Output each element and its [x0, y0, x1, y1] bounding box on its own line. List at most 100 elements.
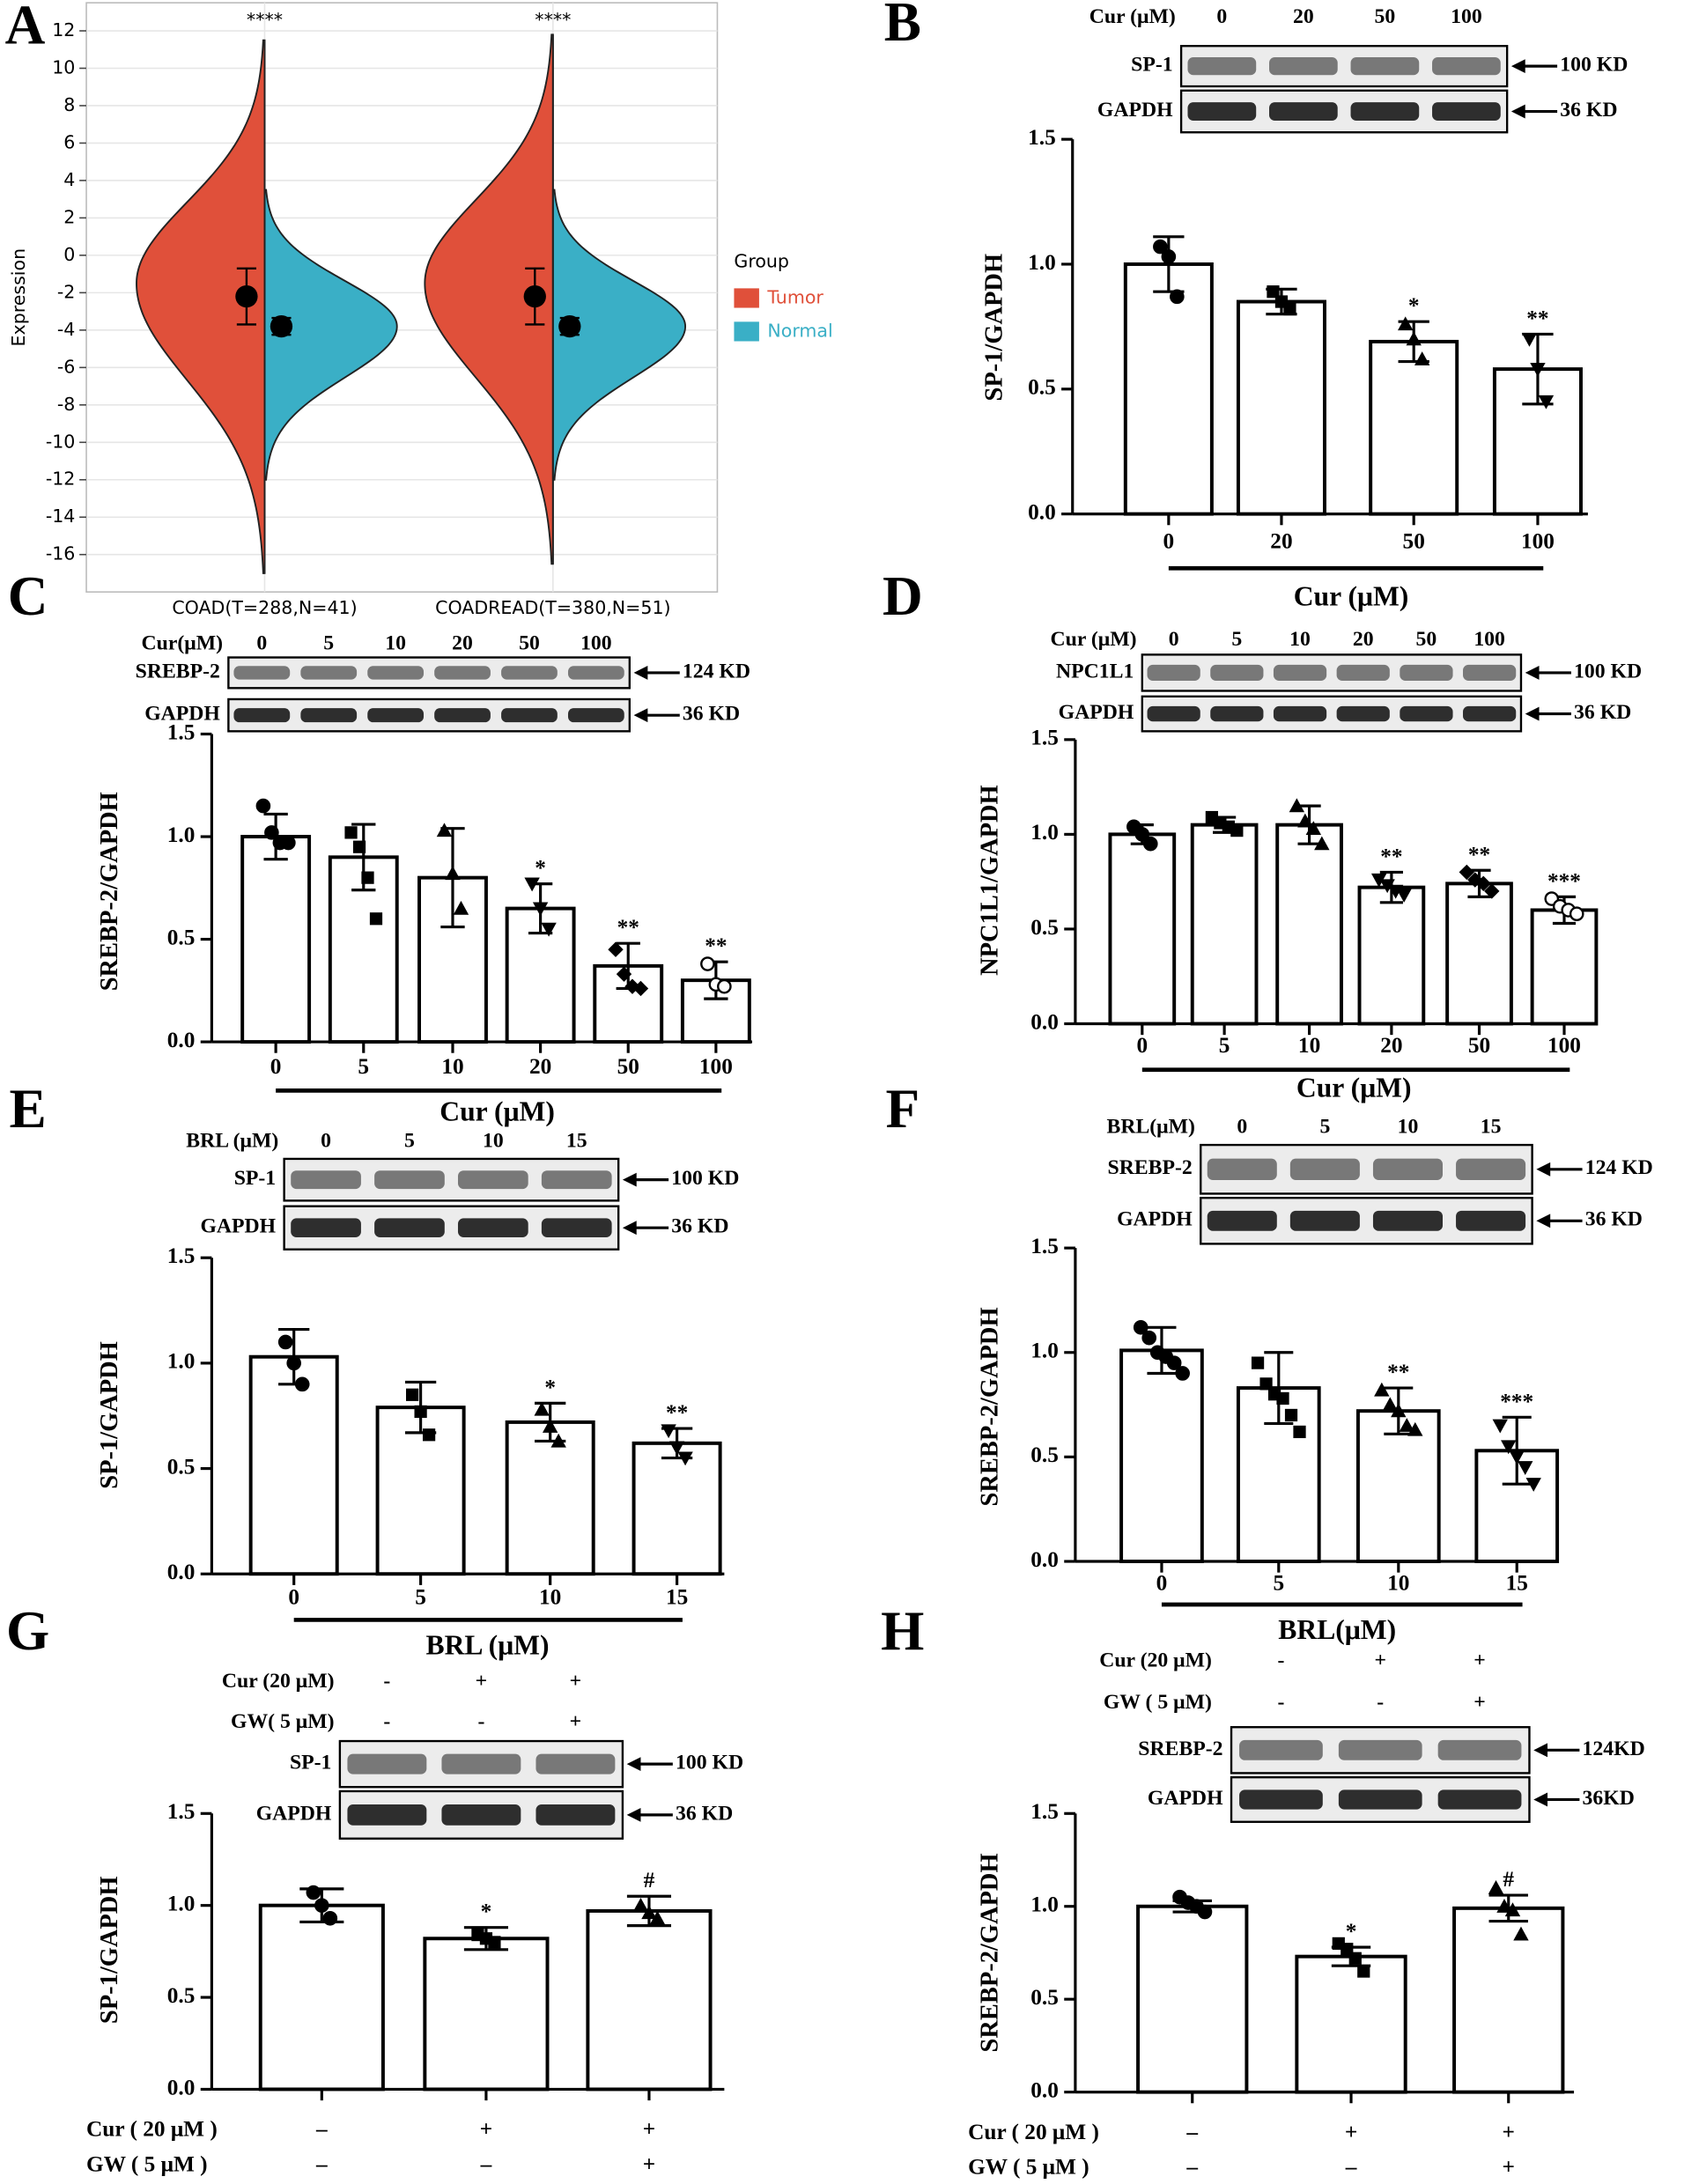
data-point — [1398, 316, 1414, 331]
blot-band — [541, 1170, 612, 1190]
data-point — [352, 840, 366, 853]
data-point — [361, 871, 374, 884]
blot-band — [367, 708, 425, 723]
data-point — [1267, 285, 1280, 299]
data-point — [1284, 1408, 1298, 1422]
x-tick-label: 10 — [539, 1585, 561, 1610]
blot-condition: GW ( 5 μM) — [1104, 1691, 1212, 1714]
blot-size: 124 KD — [683, 660, 750, 682]
blot-box — [227, 656, 632, 690]
significance: # — [644, 1868, 655, 1893]
condition-label: GW ( 5 μM ) — [86, 2151, 208, 2176]
blot-band — [1350, 102, 1420, 121]
y-tick-label: 0 — [63, 244, 75, 265]
blot-band — [1437, 1789, 1522, 1810]
data-point — [1407, 1421, 1423, 1436]
blot-dose: 20 — [1353, 628, 1374, 651]
data-point — [608, 941, 624, 957]
blot-mark: - — [383, 1670, 390, 1693]
y-tick-label: 1.5 — [167, 1799, 196, 1824]
x-tick-label: 0 — [1156, 1571, 1168, 1596]
data-point — [1166, 1355, 1182, 1370]
x-tick-label: 50 — [1468, 1033, 1490, 1058]
data-point — [1391, 1403, 1407, 1418]
data-point — [1504, 1902, 1521, 1917]
blot-mark: + — [1474, 1691, 1486, 1714]
blot-size: 124 KD — [1585, 1156, 1653, 1179]
y-tick-label: 0.0 — [167, 1560, 196, 1584]
condition-mark: – — [1185, 2120, 1198, 2144]
arrow-head — [1536, 1214, 1551, 1228]
significance: * — [535, 856, 546, 881]
x-tick-label: 20 — [529, 1054, 551, 1079]
condition-mark: + — [643, 2151, 655, 2176]
blot-band — [1338, 1789, 1422, 1810]
blot-band — [535, 1753, 616, 1774]
blot-protein: NPC1L1 — [1056, 660, 1134, 682]
blot-band — [1269, 102, 1338, 121]
blot-dose: 100 — [1474, 628, 1505, 651]
x-tick-label: 0 — [1136, 1033, 1148, 1058]
y-axis-title: SP-1/GAPDH — [96, 1877, 123, 2025]
data-point — [677, 1451, 693, 1466]
mean-point — [558, 314, 581, 338]
blot-protein: GAPDH — [1148, 1787, 1223, 1810]
panel-label: C — [8, 565, 48, 627]
blot-band — [501, 666, 558, 680]
y-tick-label: 1.5 — [1030, 726, 1059, 750]
data-point — [1459, 864, 1474, 881]
data-point — [1475, 875, 1491, 892]
data-point — [1370, 873, 1387, 888]
y-tick-label: 1.0 — [167, 1891, 196, 1915]
x-axis-title: Cur (μM) — [1296, 1073, 1412, 1103]
x-tick-label: 20 — [1380, 1033, 1402, 1058]
blot-band — [1400, 705, 1453, 722]
blot-band — [374, 1170, 445, 1190]
data-point — [1141, 1330, 1157, 1346]
blot-dose: 0 — [1169, 628, 1179, 651]
x-tick-label: 5 — [1273, 1571, 1284, 1596]
blot-band — [374, 1218, 445, 1237]
blot-header: BRL (μM) — [186, 1129, 278, 1152]
blot-dose: 100 — [1451, 5, 1482, 28]
data-point — [1374, 1382, 1390, 1397]
bar — [1295, 1954, 1407, 2094]
data-point — [1496, 1899, 1512, 1913]
blot-dose: 10 — [385, 632, 406, 655]
significance: ** — [1526, 306, 1548, 330]
blot-dose: 20 — [452, 632, 473, 655]
blot-dose: 5 — [1319, 1116, 1330, 1139]
blot-band — [535, 1804, 616, 1826]
blot-band — [441, 1804, 521, 1826]
blot-dose: 10 — [1398, 1116, 1419, 1139]
blot-size: 36 KD — [1574, 701, 1631, 724]
blot-band — [1372, 1210, 1443, 1231]
y-tick-label: 0.5 — [1030, 1985, 1059, 2010]
blot-band — [1456, 1210, 1526, 1231]
blot-dose: 50 — [519, 632, 540, 655]
blot-band — [291, 1218, 361, 1237]
x-tick-label: COAD(T=288,N=41) — [172, 597, 357, 618]
violin — [424, 33, 554, 565]
y-tick-label: -8 — [57, 394, 75, 415]
y-tick-label: 1.0 — [167, 1349, 196, 1374]
x-tick-label: 0 — [288, 1585, 299, 1610]
x-tick-label: 100 — [699, 1054, 733, 1079]
y-axis-title: Expression — [8, 248, 29, 347]
arrow-head — [1533, 1743, 1548, 1758]
x-tick-label: 100 — [1547, 1033, 1581, 1058]
data-point — [1387, 884, 1404, 899]
significance: * — [1346, 1919, 1357, 1944]
blot-protein: GAPDH — [1059, 701, 1134, 724]
significance: * — [1408, 293, 1420, 318]
data-point — [1513, 1926, 1529, 1941]
y-tick-label: 0.5 — [167, 1454, 196, 1479]
panel-label: H — [881, 1600, 924, 1662]
y-tick-label: -12 — [46, 469, 76, 490]
bar — [258, 1903, 385, 2092]
data-point — [264, 825, 279, 840]
y-axis-title: SREBP-2/GAPDH — [977, 1853, 1004, 2052]
bar — [1452, 1906, 1565, 2094]
y-axis-title: NPC1L1/GAPDH — [977, 785, 1004, 976]
